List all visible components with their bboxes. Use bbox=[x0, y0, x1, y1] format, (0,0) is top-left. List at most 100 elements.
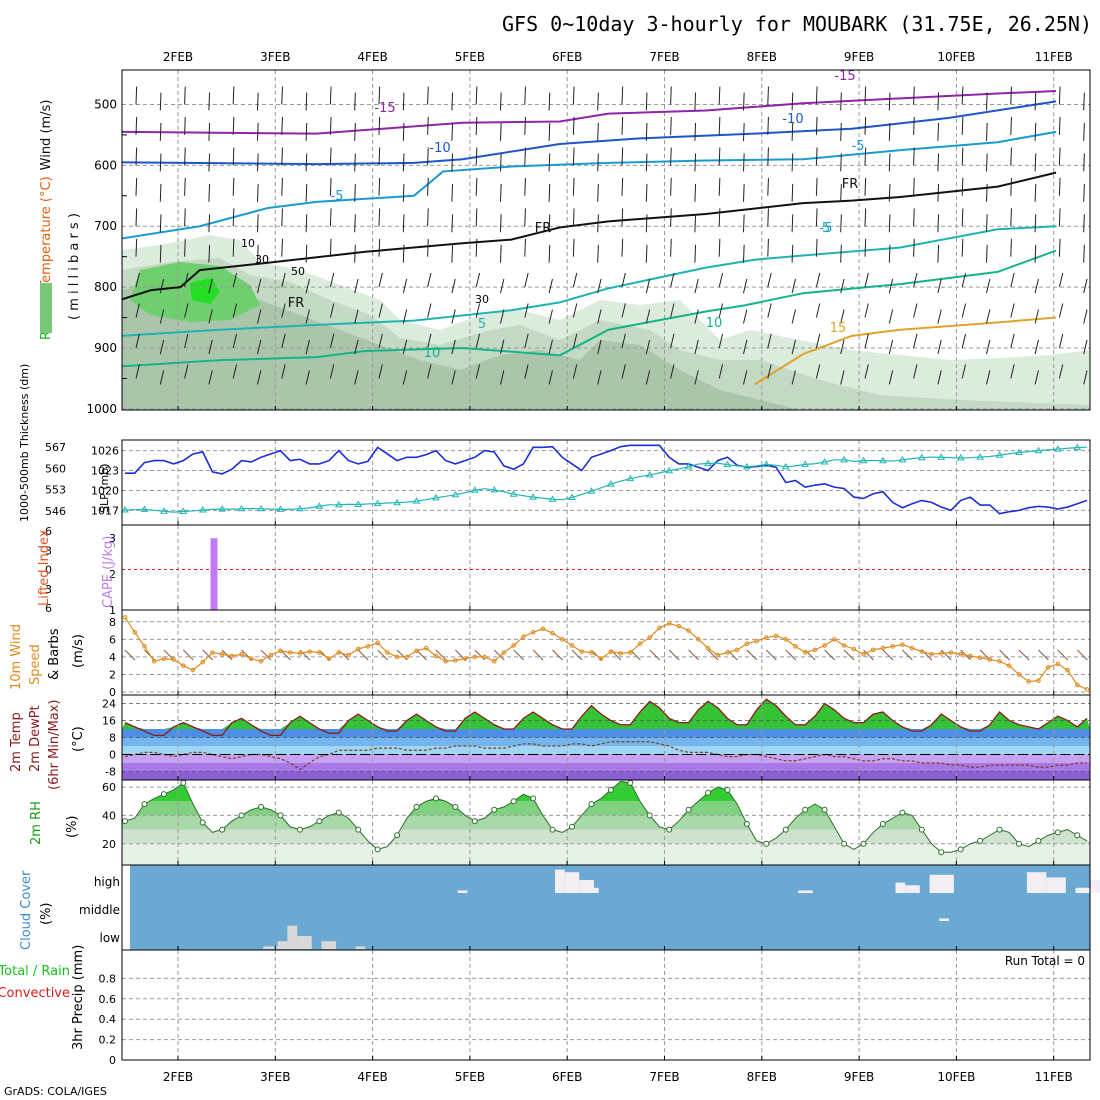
wind-barb bbox=[840, 309, 845, 324]
wind-barb bbox=[159, 278, 165, 294]
wind-barb bbox=[402, 183, 405, 202]
wind-speed-marker bbox=[404, 654, 410, 660]
wind-barb bbox=[597, 183, 599, 202]
wind-barb bbox=[937, 309, 942, 324]
wind-barb bbox=[1083, 92, 1085, 111]
isotherm-label: 10 bbox=[424, 346, 441, 361]
cloud-level-label: middle bbox=[79, 903, 120, 917]
wind-barb bbox=[791, 370, 796, 385]
wind-barb bbox=[1034, 339, 1039, 355]
wind-barb bbox=[621, 177, 624, 196]
wind-speed-marker bbox=[861, 651, 866, 657]
wind-speed-marker bbox=[734, 647, 740, 653]
rh-marker bbox=[549, 826, 556, 833]
y-tick-label: 0 bbox=[109, 1054, 116, 1067]
wind-speed-marker bbox=[530, 630, 536, 635]
wind-barb bbox=[767, 272, 772, 288]
wind-barb bbox=[475, 208, 478, 227]
thickness-marker bbox=[781, 462, 790, 470]
wind-barb bbox=[1058, 208, 1061, 227]
wind-speed-marker bbox=[647, 635, 653, 640]
thickness-marker bbox=[548, 495, 557, 502]
rh-marker bbox=[957, 846, 964, 853]
temp-area bbox=[122, 699, 1090, 729]
wind-barb bbox=[645, 123, 648, 141]
wind-barb bbox=[281, 364, 286, 379]
wind-barb bbox=[694, 244, 697, 263]
wind-speed-marker bbox=[375, 640, 380, 646]
wind-barb bbox=[232, 238, 235, 257]
wind-speed-marker bbox=[307, 649, 312, 654]
wind-barb bbox=[281, 117, 283, 135]
wind-barb bbox=[743, 92, 745, 111]
wind-barb bbox=[475, 238, 478, 257]
wind-barb bbox=[961, 177, 964, 196]
wind-barb bbox=[232, 333, 238, 349]
wind-barb bbox=[451, 214, 454, 233]
wind-barb bbox=[791, 183, 794, 202]
rh-marker bbox=[627, 779, 634, 786]
wind-speed-marker bbox=[550, 630, 555, 636]
wind-barb bbox=[645, 214, 648, 233]
wind-barb bbox=[815, 303, 821, 318]
rh-marker bbox=[860, 840, 867, 847]
y-tick-label-left: 567 bbox=[45, 441, 66, 454]
wind-barb bbox=[257, 244, 259, 263]
wind-barb bbox=[718, 177, 721, 196]
wind-barb bbox=[1083, 183, 1085, 202]
x-tick-label-top: 6FEB bbox=[552, 50, 582, 64]
wind-speed-marker bbox=[142, 644, 147, 649]
temp-band bbox=[122, 729, 1090, 738]
rh-marker bbox=[413, 803, 420, 810]
wind-barb bbox=[743, 370, 748, 385]
wind-speed-marker bbox=[900, 642, 905, 647]
run-total-label: Run Total = 0 bbox=[1005, 954, 1085, 968]
wind-barb bbox=[937, 244, 940, 263]
wind-barb bbox=[378, 117, 381, 135]
x-tick-label-top: 4FEB bbox=[357, 50, 387, 64]
isotherm-label: FR bbox=[535, 221, 552, 236]
wind-speed-line bbox=[124, 617, 1088, 690]
wind-speed-marker bbox=[239, 651, 244, 657]
wind-barb bbox=[1010, 117, 1012, 135]
wind-barb bbox=[329, 272, 335, 288]
isotherm-label: -15 bbox=[834, 69, 855, 84]
wind-barb bbox=[354, 339, 359, 355]
wind-speed-marker bbox=[365, 644, 371, 649]
wind-barb bbox=[961, 364, 967, 379]
wind-barb bbox=[184, 177, 186, 196]
wind-barb bbox=[305, 183, 308, 202]
wind-barb bbox=[767, 333, 772, 349]
wind-barb bbox=[354, 123, 356, 141]
y-tick-label: 6 bbox=[109, 633, 116, 646]
y-axis-title-part: Wind (m/s) bbox=[39, 100, 54, 171]
wind-barb bbox=[913, 208, 915, 227]
wind-barb bbox=[281, 238, 283, 257]
rh-marker bbox=[568, 823, 575, 830]
isotherm-label: -5 bbox=[331, 189, 344, 204]
thickness-marker bbox=[684, 462, 693, 470]
wind-barb bbox=[707, 649, 719, 661]
wind-speed-marker bbox=[822, 643, 827, 648]
wind-barb bbox=[475, 303, 481, 318]
rh-marker bbox=[432, 795, 439, 802]
wind-speed-marker bbox=[210, 650, 215, 655]
wind-barb bbox=[427, 86, 429, 105]
y-axis-title-part: 2m Temp bbox=[9, 712, 24, 772]
wind-barb bbox=[767, 86, 769, 105]
y-tick-label: 800 bbox=[94, 280, 117, 294]
wind-barb bbox=[500, 370, 505, 385]
wind-barb bbox=[791, 92, 794, 111]
y-tick-label-left: 3 bbox=[45, 583, 52, 596]
wind-barb bbox=[815, 117, 818, 135]
thickness-marker bbox=[315, 502, 324, 509]
wind-barb bbox=[746, 649, 758, 661]
wind-barb bbox=[208, 92, 211, 111]
wind-barb bbox=[718, 272, 724, 288]
wind-barb bbox=[135, 117, 138, 135]
wind-speed-marker bbox=[151, 658, 157, 664]
wind-barb bbox=[257, 214, 259, 233]
wind-speed-marker bbox=[608, 649, 614, 654]
wind-barb bbox=[815, 208, 818, 227]
wind-barb bbox=[524, 364, 529, 379]
